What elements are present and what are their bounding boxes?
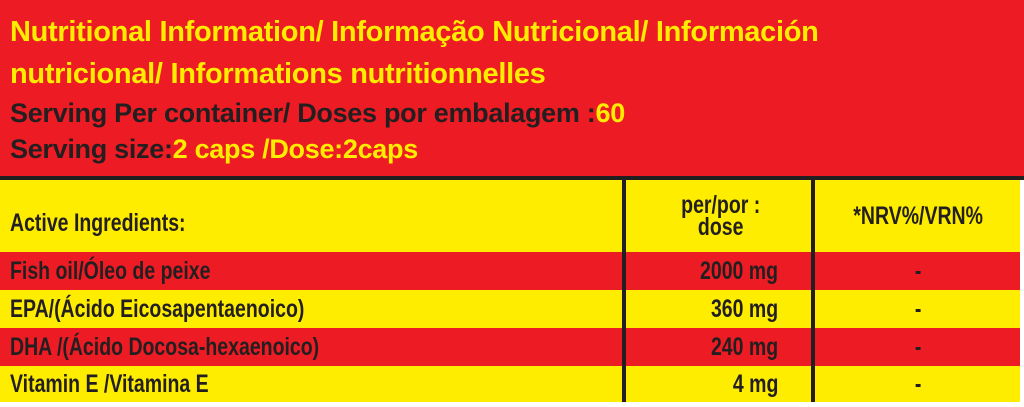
- ingredient-nrv: -: [915, 256, 922, 285]
- header-divider: [0, 176, 1024, 180]
- table-row: DHA /(Ácido Docosa-hexaenoico) 240 mg -: [0, 328, 1020, 366]
- table-header-row: Active Ingredients: per/por : dose *NRV%/…: [0, 180, 1020, 252]
- table-row: EPA/(Ácido Eicosapentaenoico) 360 mg -: [0, 290, 1020, 328]
- serving-size-value: 2 caps /Dose:2caps: [172, 134, 419, 164]
- ingredient-name: Fish oil/Óleo de peixe: [10, 256, 211, 285]
- ingredient-amount: 2000 mg: [699, 256, 778, 285]
- column-divider: [622, 176, 626, 402]
- column-header-dose: dose: [697, 213, 744, 241]
- ingredient-amount: 4 mg: [732, 369, 778, 398]
- table-row: Vitamin E /Vitamina E 4 mg -: [0, 366, 1020, 402]
- servings-value: 60: [595, 98, 626, 128]
- ingredient-nrv: -: [915, 332, 922, 361]
- ingredient-amount: 360 mg: [710, 294, 778, 323]
- column-header-nrv: *NRV%/VRN%: [853, 201, 984, 230]
- nutrition-header: Nutritional Information/ Informação Nutr…: [0, 0, 1024, 176]
- column-header-per: per/por :: [680, 191, 761, 219]
- ingredient-amount: 240 mg: [710, 332, 778, 361]
- serving-size-label: Serving size:: [10, 134, 173, 164]
- column-divider: [811, 176, 815, 402]
- title-line-2: nutricional/ Informations nutritionnelle…: [10, 58, 546, 90]
- servings-label: Serving Per container/ Doses por embalag…: [10, 98, 596, 128]
- title-line-1: Nutritional Information/ Informação Nutr…: [10, 16, 819, 48]
- ingredient-nrv: -: [915, 294, 922, 323]
- table-row: Fish oil/Óleo de peixe 2000 mg -: [0, 252, 1020, 290]
- ingredient-name: EPA/(Ácido Eicosapentaenoico): [10, 294, 305, 323]
- column-header-ingredients: Active Ingredients:: [10, 208, 186, 237]
- servings-per-container: Serving Per container/ Doses por embalag…: [10, 98, 625, 129]
- ingredient-nrv: -: [915, 369, 922, 398]
- ingredient-name: Vitamin E /Vitamina E: [10, 369, 209, 398]
- ingredient-name: DHA /(Ácido Docosa-hexaenoico): [10, 332, 320, 361]
- serving-size: Serving size:2 caps /Dose:2caps: [10, 134, 418, 165]
